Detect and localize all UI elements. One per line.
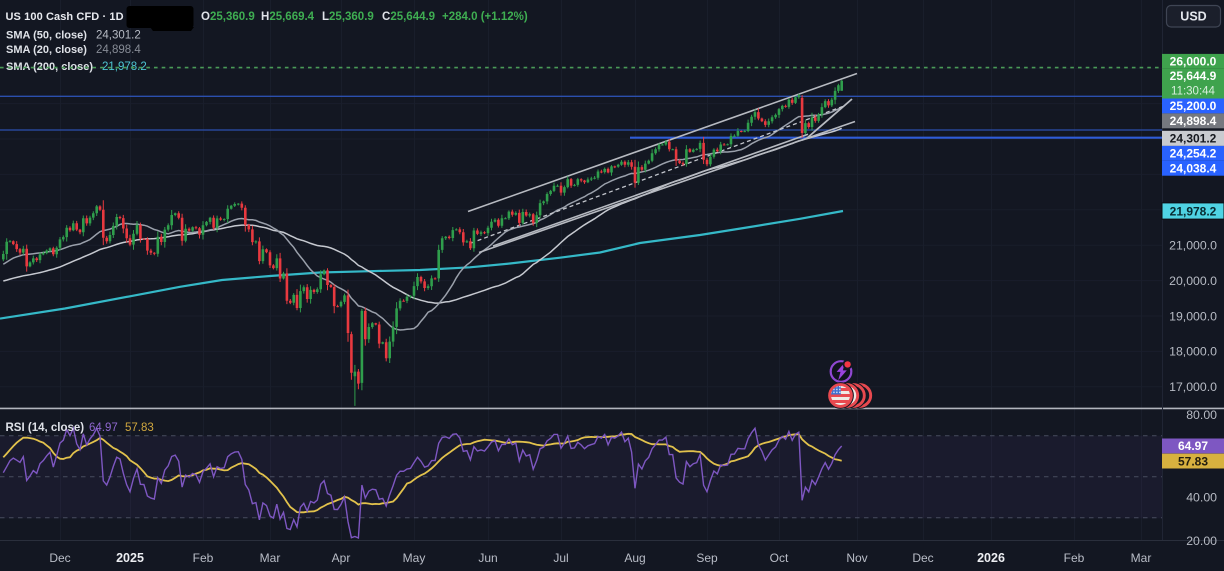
svg-text:17,000.0: 17,000.0 (1169, 380, 1217, 394)
svg-text:24,898.4: 24,898.4 (96, 44, 141, 56)
svg-text:25,200.0: 25,200.0 (1170, 99, 1217, 113)
svg-text:20.00: 20.00 (1186, 534, 1217, 548)
svg-text:57.83: 57.83 (125, 422, 154, 434)
svg-text:80.00: 80.00 (1186, 408, 1217, 422)
svg-text:Dec: Dec (49, 551, 70, 565)
svg-text:57.83: 57.83 (1178, 454, 1208, 468)
svg-text:64.97: 64.97 (1178, 439, 1208, 453)
svg-text:21,978.2: 21,978.2 (1170, 204, 1217, 218)
svg-text:C25,644.9: C25,644.9 (382, 11, 435, 23)
svg-text:24,038.4: 24,038.4 (1170, 162, 1217, 176)
svg-text:Oct: Oct (770, 551, 789, 565)
svg-text:2026: 2026 (977, 551, 1005, 565)
svg-text:19,000.0: 19,000.0 (1169, 309, 1217, 323)
svg-text:L25,360.9: L25,360.9 (322, 11, 374, 23)
svg-text:SMA (50, close): SMA (50, close) (6, 29, 87, 41)
svg-text:Jul: Jul (553, 551, 568, 565)
svg-text:+284.0 (+1.12%): +284.0 (+1.12%) (442, 11, 528, 23)
svg-text:24,301.2: 24,301.2 (96, 29, 141, 41)
svg-text:Apr: Apr (332, 551, 351, 565)
svg-text:SMA (20, close): SMA (20, close) (6, 44, 87, 56)
svg-text:25,644.9: 25,644.9 (1170, 69, 1217, 83)
svg-text:H25,669.4: H25,669.4 (261, 11, 315, 23)
svg-text:40.00: 40.00 (1186, 491, 1217, 505)
svg-text:Feb: Feb (193, 551, 214, 565)
svg-text:11:30:44: 11:30:44 (1171, 86, 1216, 98)
svg-text:Mar: Mar (260, 551, 281, 565)
svg-text:24,898.4: 24,898.4 (1170, 114, 1217, 128)
svg-text:Jun: Jun (478, 551, 497, 565)
svg-text:24,254.2: 24,254.2 (1170, 147, 1217, 161)
svg-text:O25,360.9: O25,360.9 (201, 11, 255, 23)
svg-text:RSI (14, close): RSI (14, close) (6, 422, 85, 434)
svg-text:Feb: Feb (1064, 551, 1085, 565)
svg-text:20,000.0: 20,000.0 (1169, 274, 1217, 288)
svg-text:26,000.0: 26,000.0 (1170, 55, 1217, 69)
svg-text:Nov: Nov (846, 551, 867, 565)
svg-text:Mar: Mar (1131, 551, 1152, 565)
svg-text:Aug: Aug (624, 551, 645, 565)
svg-text:US 100 Cash CFD · 1D ·: US 100 Cash CFD · 1D · (6, 11, 131, 23)
svg-text:Sep: Sep (696, 551, 718, 565)
svg-text:64.97: 64.97 (89, 422, 118, 434)
svg-text:2025: 2025 (116, 551, 144, 565)
svg-text:May: May (403, 551, 426, 565)
svg-text:Dec: Dec (912, 551, 933, 565)
svg-text:21,000.0: 21,000.0 (1169, 239, 1217, 253)
svg-text:18,000.0: 18,000.0 (1169, 345, 1217, 359)
svg-text:USD: USD (1180, 10, 1206, 24)
svg-text:24,301.2: 24,301.2 (1170, 132, 1217, 146)
